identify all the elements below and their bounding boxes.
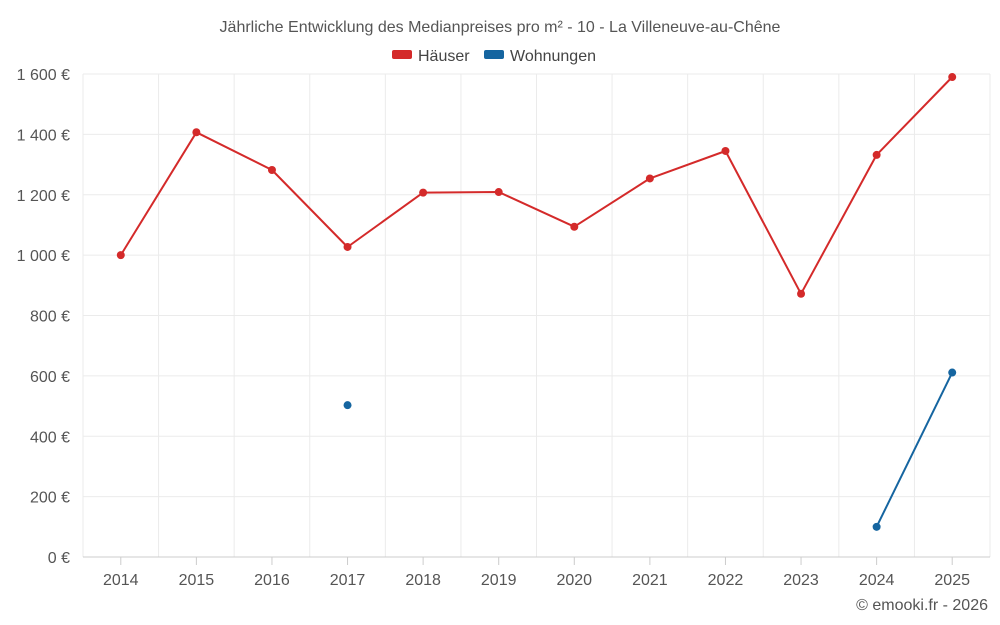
x-tick-label: 2019	[481, 572, 517, 589]
data-point-haeuser[interactable]	[721, 146, 730, 155]
y-tick-label: 1 000 €	[17, 248, 70, 265]
data-point-haeuser[interactable]	[116, 251, 125, 260]
y-axis: 0 € 200 € 400 € 600 € 800 € 1 000 € 1 200 € 1 4…	[17, 67, 70, 567]
series-haeuser	[116, 73, 957, 298]
chart-title: Jährliche Entwicklung des Medianpreises …	[220, 19, 781, 36]
series-line-wohnungen	[875, 372, 954, 528]
data-point-haeuser[interactable]	[494, 188, 503, 197]
x-tick-label: 2015	[179, 572, 215, 589]
data-point-haeuser[interactable]	[948, 73, 957, 82]
data-point-haeuser[interactable]	[645, 174, 654, 183]
series-wohnungen	[343, 368, 957, 531]
legend-label-haeuser: Häuser	[418, 48, 470, 65]
x-tick-label: 2022	[708, 572, 744, 589]
x-tick-label: 2018	[405, 572, 441, 589]
data-point-haeuser[interactable]	[192, 128, 201, 137]
y-tick-label: 400 €	[30, 429, 70, 446]
series-layer	[116, 73, 957, 531]
x-tick-label: 2014	[103, 572, 139, 589]
data-point-haeuser[interactable]	[872, 150, 881, 159]
credit-text: © emooki.fr - 2026	[856, 597, 988, 614]
x-tick-label: 2021	[632, 572, 668, 589]
y-tick-label: 800 €	[30, 309, 70, 326]
legend-label-wohnungen: Wohnungen	[510, 48, 596, 65]
legend-item-haeuser[interactable]: Häuser	[392, 48, 470, 65]
data-point-haeuser[interactable]	[797, 289, 806, 298]
grid	[82, 73, 991, 557]
y-tick-label: 1 600 €	[17, 67, 70, 84]
legend-swatch-wohnungen	[484, 50, 504, 59]
legend: Häuser Wohnungen	[392, 48, 596, 65]
y-tick-label: 0 €	[48, 550, 70, 567]
series-line-haeuser	[119, 76, 953, 295]
data-point-haeuser[interactable]	[570, 222, 579, 231]
x-tick-label: 2017	[330, 572, 366, 589]
data-point-wohnungen[interactable]	[948, 368, 957, 377]
y-tick-label: 200 €	[30, 490, 70, 507]
x-tick-label: 2023	[783, 572, 819, 589]
data-point-wohnungen[interactable]	[343, 401, 352, 410]
legend-swatch-haeuser	[392, 50, 412, 59]
legend-item-wohnungen[interactable]: Wohnungen	[484, 48, 596, 65]
data-point-haeuser[interactable]	[419, 188, 428, 197]
y-tick-label: 600 €	[30, 369, 70, 386]
x-tick-label: 2016	[254, 572, 290, 589]
x-tick-label: 2020	[556, 572, 592, 589]
data-point-haeuser[interactable]	[343, 242, 352, 251]
x-tick-label: 2024	[859, 572, 895, 589]
x-tick-label: 2025	[934, 572, 970, 589]
x-axis: 2014 2015 2016 2017 2018 2019 2020 2021 2022 2023…	[83, 556, 990, 589]
y-tick-label: 1 400 €	[17, 127, 70, 144]
data-point-wohnungen[interactable]	[872, 522, 881, 531]
data-point-haeuser[interactable]	[267, 165, 276, 174]
y-tick-label: 1 200 €	[17, 188, 70, 205]
